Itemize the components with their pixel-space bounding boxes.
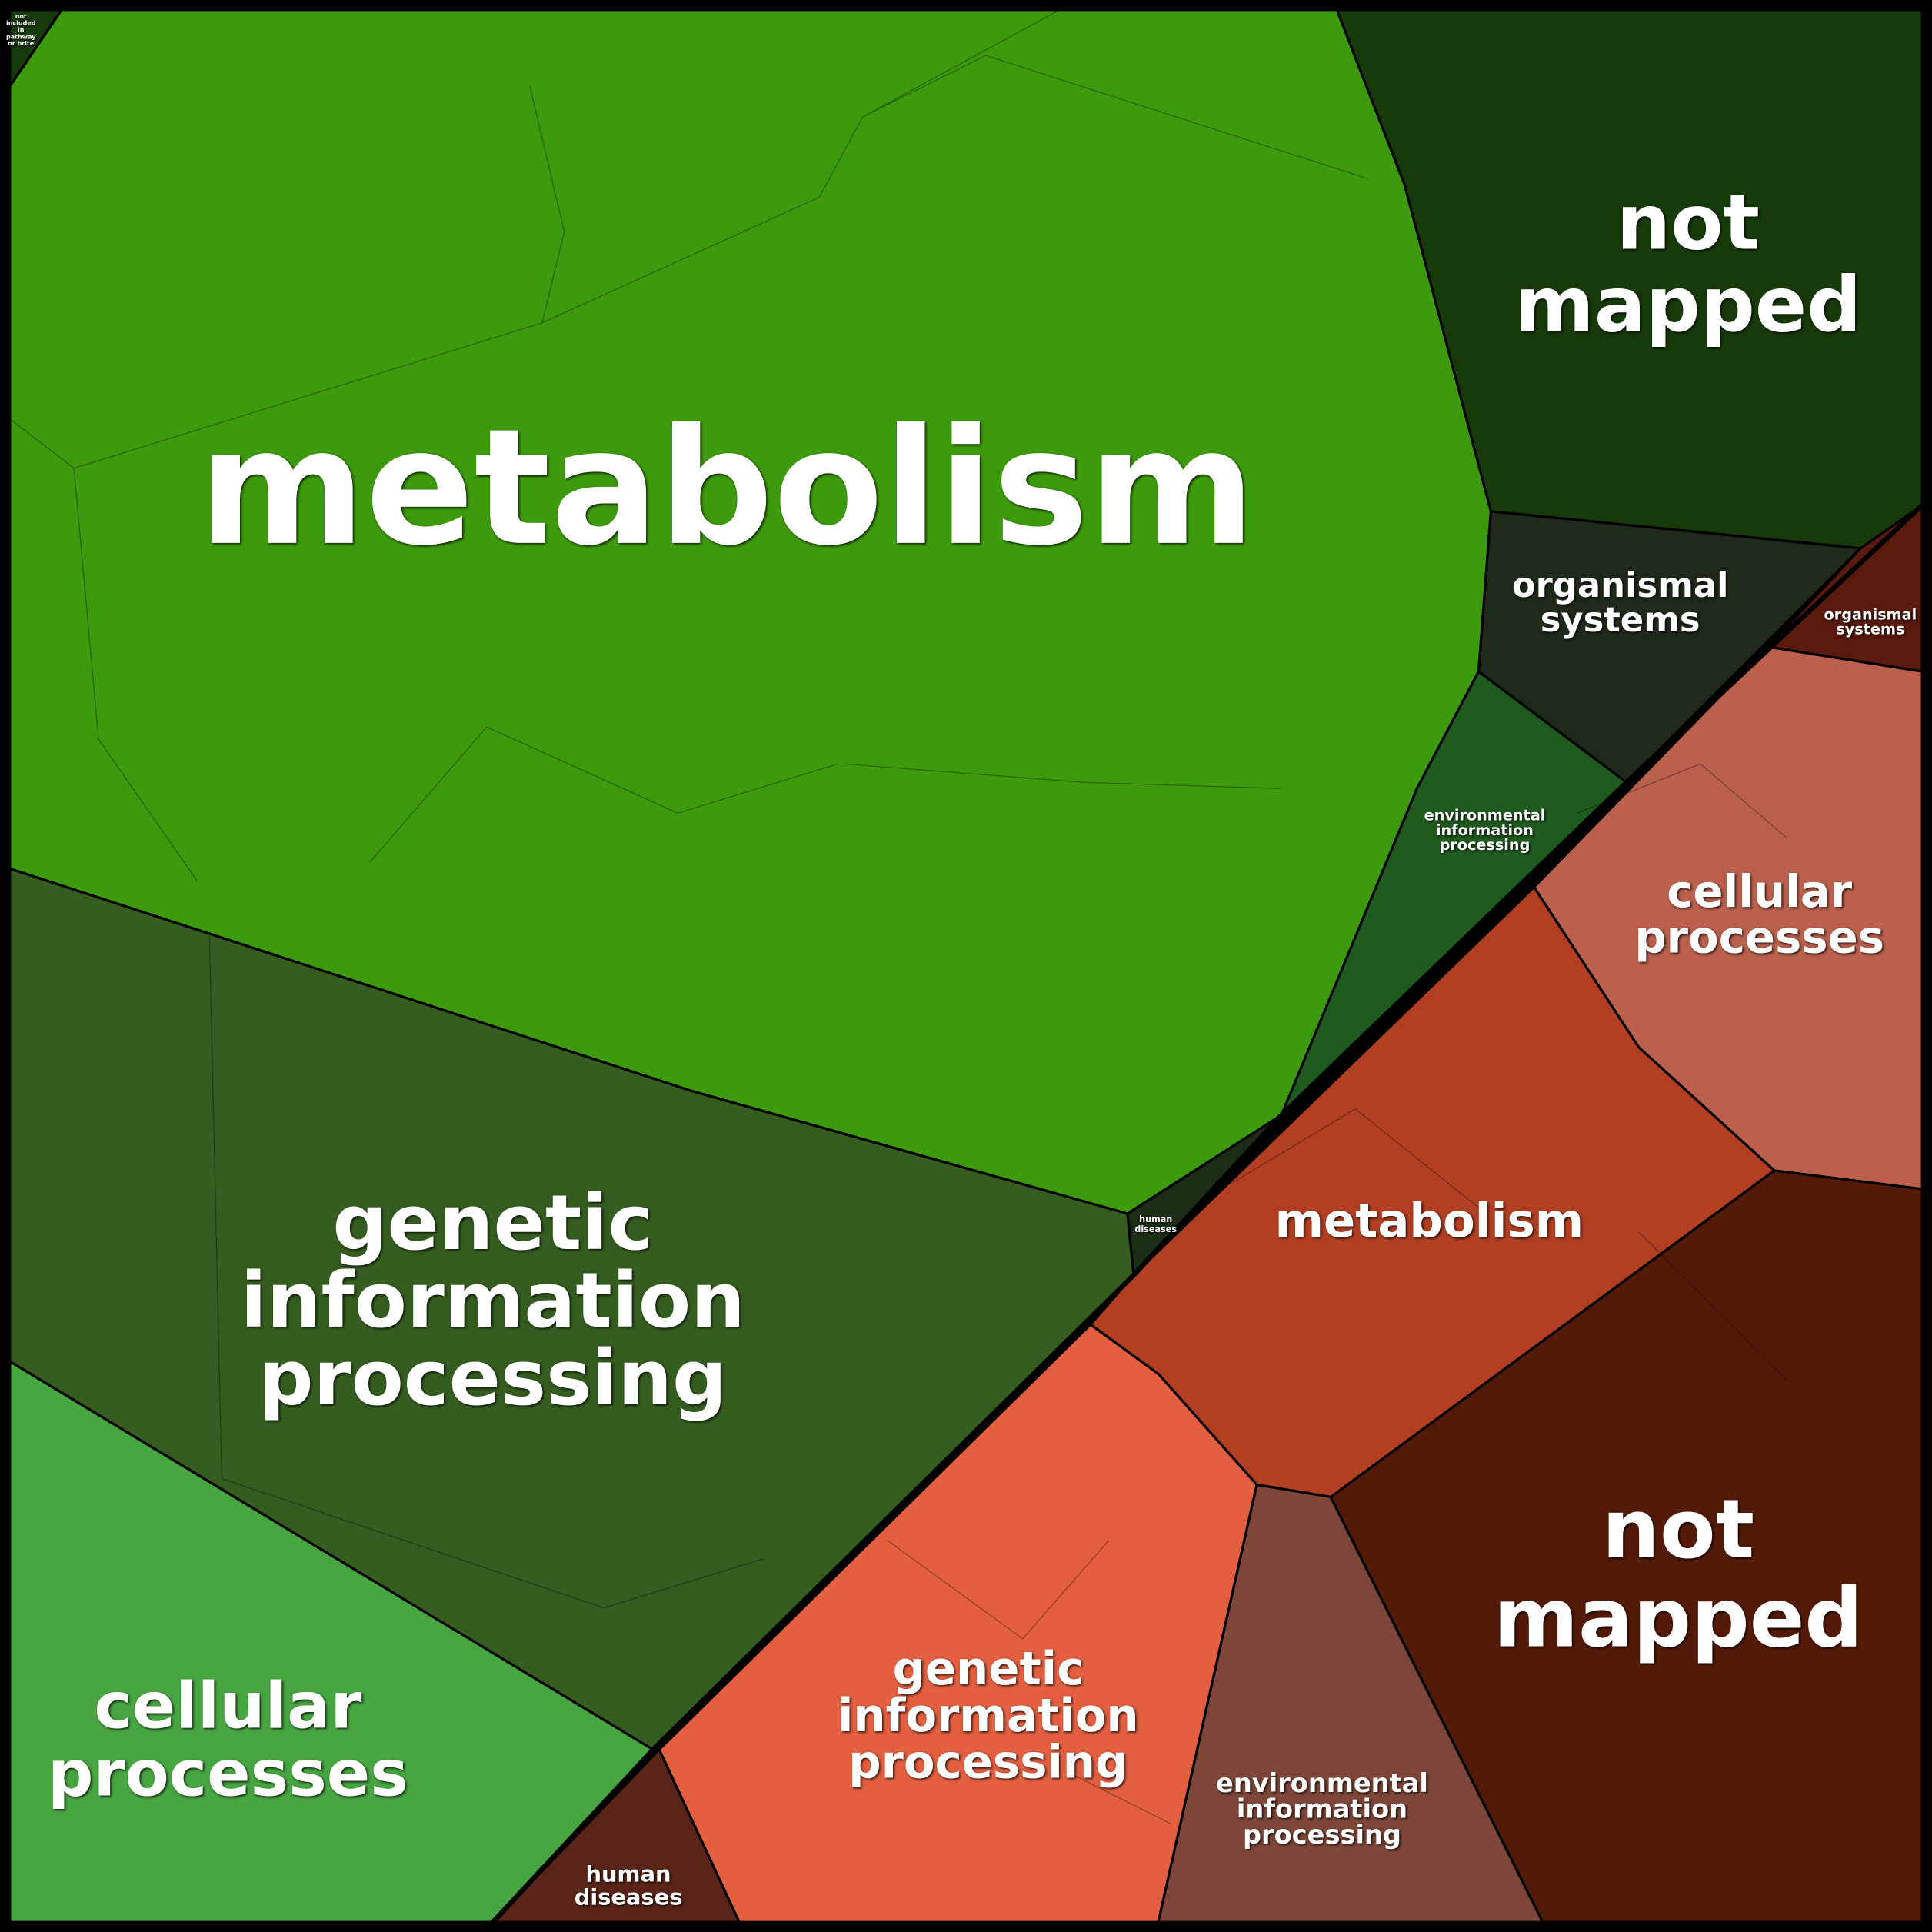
region-label: human diseases (575, 1860, 683, 1910)
region-label: human diseases (1134, 1214, 1177, 1234)
label-line: diseases (575, 1884, 683, 1910)
label-line: cellular (1667, 865, 1853, 918)
label-line: processing (1243, 1820, 1401, 1850)
region-label: metabolism (1275, 1193, 1584, 1247)
label-line: information (838, 1689, 1139, 1742)
label-line: organismal (1512, 565, 1729, 605)
cell (8, 8, 63, 88)
label-line: or brite (8, 40, 34, 47)
region-label: organismal systems (1512, 565, 1729, 640)
label-line: diseases (1134, 1224, 1177, 1234)
region-label: not included in pathway or brite (6, 12, 36, 46)
label-line: genetic (892, 1642, 1084, 1695)
cell (1329, 1169, 1924, 1924)
label-line: not (1617, 179, 1760, 268)
label-line: human (586, 1860, 671, 1887)
label-line: environmental (1424, 806, 1546, 824)
label-line: information (1436, 821, 1534, 838)
label-line: genetic (332, 1180, 653, 1268)
region-label: not mapped (1494, 1482, 1863, 1665)
region-label: environmental information processing (1424, 806, 1546, 853)
label-line: mapped (1514, 261, 1861, 350)
cells (8, 8, 1924, 1924)
label-line: processing (259, 1334, 728, 1423)
region-label: metabolism (198, 395, 1255, 581)
label-line: metabolism (198, 395, 1255, 581)
label-line: metabolism (1275, 1193, 1584, 1247)
label-line: information (241, 1257, 745, 1345)
label-line: included (6, 19, 36, 26)
region-label: environmental information processing (1216, 1767, 1428, 1849)
label-line: cellular (94, 1669, 361, 1744)
label-line: human (1139, 1214, 1172, 1224)
label-line: pathway (6, 33, 36, 40)
region-label: organismal systems (1824, 605, 1917, 638)
label-line: information (1237, 1794, 1407, 1824)
region-label: genetic information processing (241, 1180, 745, 1424)
label-line: systems (1541, 599, 1700, 640)
label-line: processing (1440, 836, 1531, 854)
region-label: not mapped (1514, 179, 1861, 350)
label-line: environmental (1216, 1767, 1428, 1797)
label-line: in (18, 26, 25, 33)
label-line: organismal (1824, 605, 1917, 623)
label-line: not (1602, 1482, 1754, 1577)
label-line: processes (48, 1737, 408, 1811)
label-line: mapped (1494, 1571, 1863, 1665)
region-label: genetic information processing (838, 1642, 1139, 1789)
region-label: cellular processes (48, 1669, 408, 1811)
label-line: processing (848, 1736, 1128, 1789)
label-line: systems (1836, 620, 1904, 638)
label-line: processes (1634, 911, 1884, 963)
region-label: cellular processes (1634, 865, 1884, 963)
label-line: not (15, 12, 27, 19)
